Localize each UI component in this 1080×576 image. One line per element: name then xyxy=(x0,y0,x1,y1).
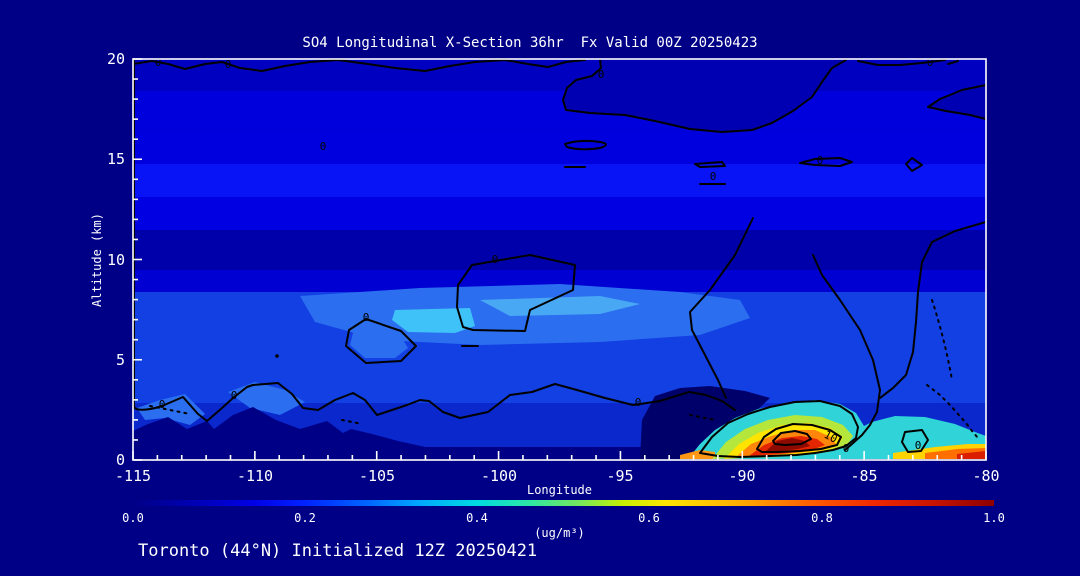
svg-text:0: 0 xyxy=(492,253,499,266)
colorbar-tick-label: 0.0 xyxy=(122,511,144,525)
y-tick-label: 0 xyxy=(115,451,125,469)
initialization-caption: Toronto (44°N) Initialized 12Z 20250421 xyxy=(138,541,538,561)
x-tick-label: -110 xyxy=(236,467,274,485)
colorbar-tick-label: 0.6 xyxy=(638,511,660,525)
y-tick-label: 5 xyxy=(115,350,125,369)
colorbar-tick-label: 0.2 xyxy=(294,511,316,525)
svg-text:0: 0 xyxy=(915,439,922,452)
svg-text:0: 0 xyxy=(710,170,717,183)
svg-text:0: 0 xyxy=(159,398,166,411)
colorbar-units: (ug/m³) xyxy=(534,526,585,540)
y-tick-label: 20 xyxy=(106,50,125,68)
y-tick-label: 15 xyxy=(106,150,125,169)
x-tick-label: -105 xyxy=(358,467,396,485)
svg-text:0: 0 xyxy=(843,442,850,455)
x-tick-label: -85 xyxy=(850,467,878,485)
y-tick-label: 10 xyxy=(106,250,125,269)
plot-title: SO4 Longitudinal X-Section 36hr Fx Valid… xyxy=(302,35,758,51)
x-tick-label: -100 xyxy=(480,467,518,485)
x-tick-label: -95 xyxy=(606,467,634,485)
plot-frame xyxy=(132,58,987,461)
filled-contours xyxy=(133,59,986,460)
colorbar-gradient xyxy=(133,500,994,506)
svg-text:0: 0 xyxy=(635,396,642,409)
svg-text:0: 0 xyxy=(155,56,162,69)
contour-lines xyxy=(133,59,986,458)
axis-ticks xyxy=(132,58,987,461)
svg-text:0: 0 xyxy=(363,311,370,324)
svg-text:0: 0 xyxy=(927,56,934,69)
x-tick-label: -115 xyxy=(114,467,152,485)
colorbar-tick-label: 0.4 xyxy=(466,511,488,525)
x-tick-label: -80 xyxy=(972,467,1000,485)
svg-text:10: 10 xyxy=(822,428,840,446)
colorbar-tick-label: 1.0 xyxy=(983,511,1005,525)
colorbar-tick-label: 0.8 xyxy=(811,511,833,525)
svg-text:0: 0 xyxy=(817,154,824,167)
svg-text:0: 0 xyxy=(598,68,605,81)
x-axis-title: Longitude xyxy=(526,483,593,497)
svg-text:0: 0 xyxy=(320,140,327,153)
x-tick-label: -90 xyxy=(728,467,756,485)
svg-text:0: 0 xyxy=(225,58,232,71)
svg-text:0: 0 xyxy=(231,389,238,402)
